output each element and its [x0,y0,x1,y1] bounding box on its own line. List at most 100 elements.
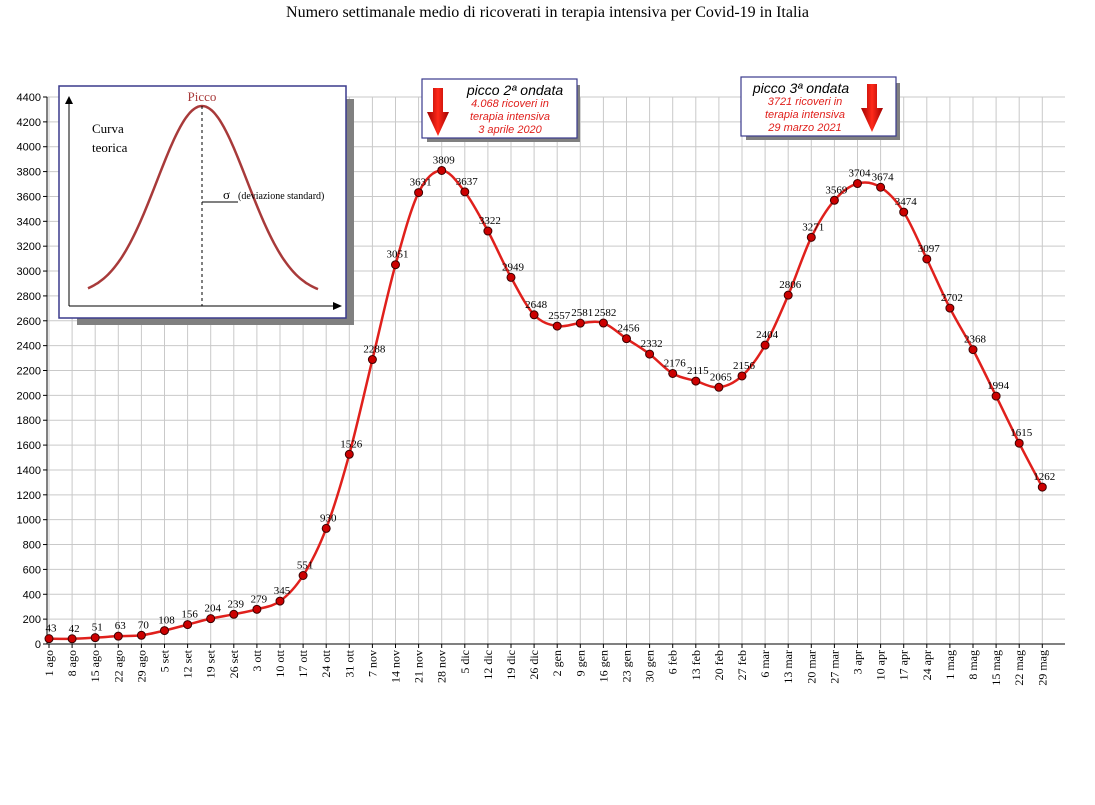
data-point [437,165,447,175]
callout-line: 4.068 ricoveri in [471,98,549,110]
y-tick-label: 3600 [17,191,41,203]
data-point [67,634,77,644]
data-point [737,371,747,381]
x-tick-label: 19 dic [504,650,518,680]
data-label: 3097 [918,243,941,255]
callout-line: terapia intensiva [470,111,550,123]
data-point [483,226,493,236]
data-label: 1615 [1010,427,1033,439]
data-point [552,321,562,331]
y-tick-label: 1400 [17,465,41,477]
x-tick-label: 3 apr [851,650,865,674]
sigma-symbol: σ [223,187,230,202]
y-tick-label: 600 [23,564,41,576]
x-tick-label: 20 feb [712,650,726,680]
x-tick-label: 6 feb [666,650,680,674]
y-tick-label: 2800 [17,291,41,303]
data-point [391,260,400,270]
x-tick-label: 29 mag [1035,650,1049,686]
x-tick-label: 2 gen [550,650,564,676]
y-tick-label: 3000 [17,266,41,278]
callout-box [421,78,578,139]
x-tick-label: 31 ott [342,649,356,677]
data-point [275,596,285,606]
data-label: 1526 [340,438,363,450]
data-point [714,382,724,392]
x-tick-label: 21 nov [412,650,426,683]
arrow-up-icon [65,96,73,104]
data-point [252,604,262,614]
data-point [113,631,123,641]
data-point [806,232,816,242]
data-label: 2176 [664,357,687,369]
x-tick-label: 26 dic [527,650,541,680]
data-label: 2288 [363,344,386,356]
data-point [598,318,608,328]
data-label: 3631 [410,177,432,189]
data-point [298,571,308,581]
axes [43,96,1065,648]
data-label: 2456 [618,323,641,335]
data-point [876,182,886,192]
y-tick-label: 200 [23,614,41,626]
inset-peak-label: Picco [188,89,217,104]
x-tick-label: 27 mar [827,650,841,684]
y-tick-label: 2400 [17,341,41,353]
data-point [414,188,424,198]
inset-curve-label-1: Curva [92,121,124,136]
callout-line: 3721 ricoveri in [768,96,843,108]
data-label: 551 [297,560,314,572]
data-point [899,207,909,217]
data-label: 3271 [802,221,824,233]
callout-title: picco 3ª ondata [752,80,849,96]
x-tick-label: 28 nov [435,650,449,683]
data-point [783,290,793,300]
data-label: 2404 [756,329,779,341]
x-tick-label: 15 ago [88,650,102,682]
data-label: 2582 [594,307,616,319]
y-tick-label: 2200 [17,366,41,378]
data-label: 3674 [872,171,895,183]
y-tick-label: 3400 [17,216,41,228]
data-label: 1994 [987,380,1010,392]
bell-curve [87,104,319,291]
y-tick-label: 1600 [17,440,41,452]
data-label: 42 [69,623,80,635]
x-tick-label: 1 ago [42,650,56,676]
data-point [321,523,331,533]
data-label: 2332 [641,338,663,350]
x-tick-label: 20 mar [804,650,818,684]
data-label: 345 [274,585,291,597]
y-axis-ticks: 0 200 400 600 800 1000 1200 1400 1600 1800 2000 220… [17,92,41,651]
inset-theoretical-curve: Picco Curva teorica σ (deviazione standa… [58,85,354,325]
data-label: 70 [138,619,150,631]
data-point [529,310,539,320]
data-label: 204 [204,603,221,615]
y-tick-label: 1800 [17,415,41,427]
x-tick-label: 12 dic [481,650,495,680]
sigma-text: (deviazione standard) [238,191,324,202]
data-label: 63 [115,620,127,632]
x-axis-ticks: 1 ago 8 ago 15 ago 22 ago 29 ago 5 set 12 set 1… [42,649,1049,685]
data-label: 3704 [849,168,872,180]
data-label: 3051 [387,249,409,261]
data-point [90,633,100,643]
data-point [668,368,678,378]
data-label: 108 [158,615,175,627]
data-label: 2581 [571,307,593,319]
x-tick-label: 10 apr [874,650,888,680]
data-point [575,318,585,328]
data-label: 2806 [779,279,802,291]
down-arrow-icon [427,88,449,136]
y-tick-label: 1200 [17,490,41,502]
x-tick-label: 10 ott [273,649,287,677]
x-tick-label: 8 ago [65,650,79,676]
x-tick-label: 8 mag [966,650,980,680]
inset-curve-label-2: teorica [92,140,128,155]
data-point [506,272,516,282]
data-label: 2949 [502,261,525,273]
x-tick-label: 22 ago [111,650,125,682]
data-point [922,254,932,264]
data-label: 2557 [548,310,571,322]
data-label: 2368 [964,334,987,346]
